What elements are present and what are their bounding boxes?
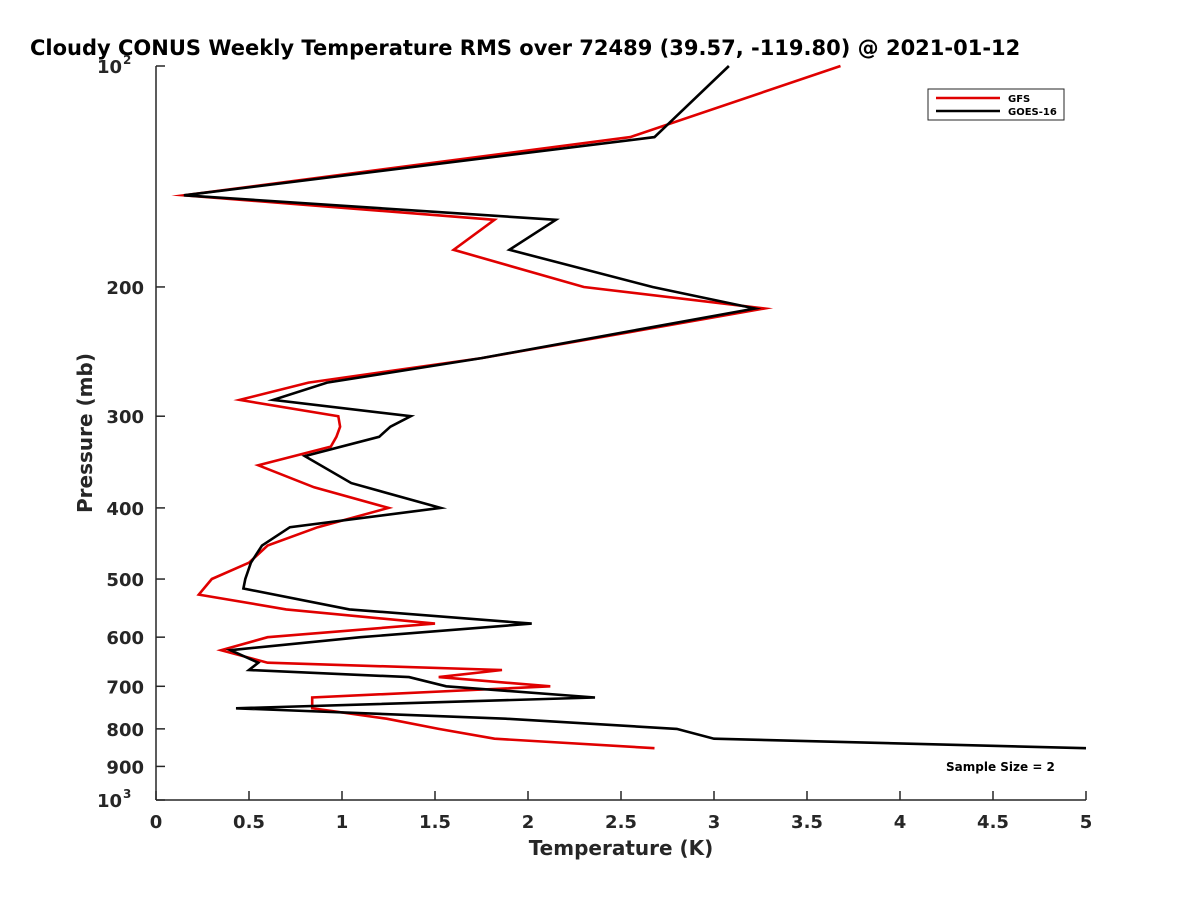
y-tick-exponent: 2	[123, 53, 131, 67]
plot-area	[155, 66, 1086, 801]
x-tick-label: 4	[894, 812, 907, 833]
x-tick-label: 0.5	[233, 812, 265, 833]
legend-label: GOES-16	[1008, 107, 1057, 118]
y-tick-label: 400	[106, 499, 144, 520]
y-tick-label: 600	[106, 628, 144, 649]
y-axis-label: Pressure (mb)	[73, 353, 97, 513]
y-tick-base: 10	[97, 791, 122, 812]
x-tick-label: 1.5	[419, 812, 451, 833]
y-tick-label: 500	[106, 570, 144, 591]
x-tick-label: 0	[150, 812, 163, 833]
series-line-goes-16	[183, 65, 1087, 750]
y-tick-label: 700	[106, 677, 144, 698]
y-tick-label: 10 3	[97, 787, 131, 812]
x-tick-label: 3	[708, 812, 721, 833]
y-tick-exponent: 3	[123, 787, 131, 801]
x-tick-label: 2	[522, 812, 535, 833]
sample-size-annotation: Sample Size = 2	[946, 760, 1055, 774]
x-tick-label: 3.5	[791, 812, 823, 833]
y-tick-base: 10	[97, 57, 122, 78]
legend: GFS GOES-16	[927, 88, 1065, 121]
legend-box	[927, 88, 1065, 121]
y-tick-label: 300	[106, 407, 144, 428]
x-tick-label: 1	[336, 812, 349, 833]
x-tick-label: 2.5	[605, 812, 637, 833]
y-tick-label: 900	[106, 757, 144, 778]
x-axis-ticks: 0 0.5 1 1.5 2 2.5 3 3.5 4 4.5 5	[150, 791, 1093, 833]
y-tick-label: 10 2	[97, 53, 131, 78]
legend-label: GFS	[1008, 94, 1030, 105]
x-tick-label: 4.5	[977, 812, 1009, 833]
x-axis-label: Temperature (K)	[529, 836, 714, 860]
series-lines	[171, 64, 1087, 750]
y-tick-label: 800	[106, 720, 144, 741]
x-tick-label: 5	[1080, 812, 1093, 833]
chart-title: Cloudy CONUS Weekly Temperature RMS over…	[30, 36, 1020, 60]
y-tick-label: 200	[106, 278, 144, 299]
